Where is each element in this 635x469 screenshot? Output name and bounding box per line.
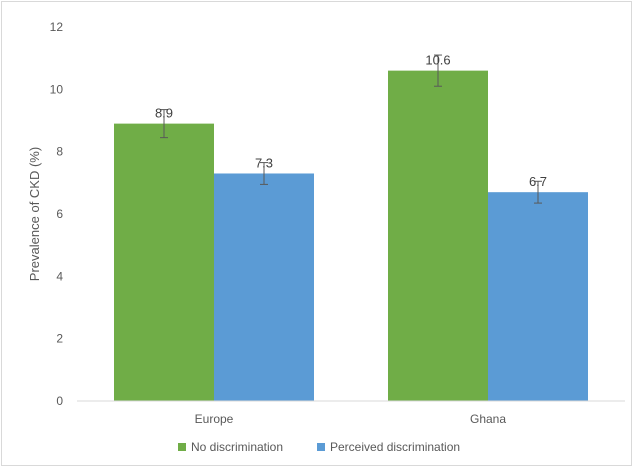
y-axis-label: Prevalence of CKD (%) bbox=[27, 147, 42, 281]
legend-swatch bbox=[178, 443, 186, 451]
data-label: 10.6 bbox=[425, 53, 450, 68]
data-label: 6.7 bbox=[529, 174, 547, 189]
bar-perceived-discrimination-europe bbox=[214, 173, 314, 401]
legend-label: Perceived discrimination bbox=[330, 440, 460, 454]
y-tick-label: 8 bbox=[56, 145, 63, 159]
y-tick-label: 0 bbox=[56, 394, 63, 408]
x-axis-ticks: Europe Ghana bbox=[195, 412, 507, 426]
y-tick-label: 4 bbox=[56, 269, 63, 283]
data-label: 7.3 bbox=[255, 155, 273, 170]
x-tick-label: Ghana bbox=[470, 412, 506, 426]
y-axis-ticks: 0 2 4 6 8 10 12 bbox=[50, 20, 64, 408]
legend-swatch bbox=[317, 443, 325, 451]
x-tick-label: Europe bbox=[195, 412, 234, 426]
y-tick-label: 12 bbox=[50, 20, 64, 34]
legend: No discrimination Perceived discriminatio… bbox=[178, 440, 460, 454]
bars: 8.9 7.3 10.6 6.7 bbox=[114, 53, 588, 401]
y-tick-label: 10 bbox=[50, 82, 64, 96]
data-label: 8.9 bbox=[155, 106, 173, 121]
legend-label: No discrimination bbox=[191, 440, 283, 454]
bar-no-discrimination-europe bbox=[114, 123, 214, 401]
bar-no-discrimination-ghana bbox=[388, 70, 488, 401]
y-tick-label: 6 bbox=[56, 207, 63, 221]
y-tick-label: 2 bbox=[56, 332, 63, 346]
bar-perceived-discrimination-ghana bbox=[488, 192, 588, 401]
